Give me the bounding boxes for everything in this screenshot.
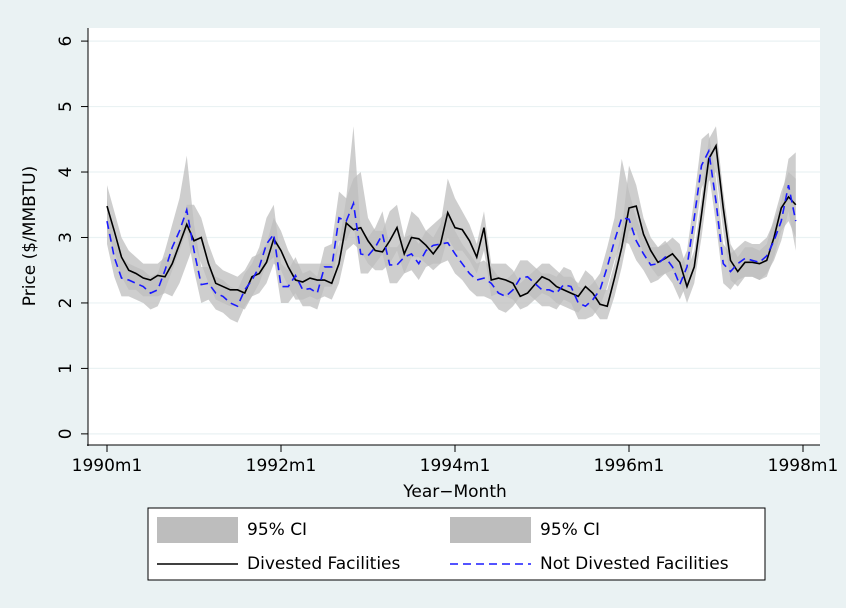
x-tick-label: 1992m1 (246, 456, 317, 476)
axes: 0 1 2 3 4 5 6 1990m1 1992m1 1994m1 1996m1 1998m1 (56, 28, 838, 476)
x-tick-label: 1990m1 (72, 456, 143, 476)
legend-label: Divested Facilities (247, 554, 401, 574)
y-tick-label: 6 (56, 36, 76, 47)
y-tick-label: 2 (56, 298, 76, 309)
legend-label: Not Divested Facilities (540, 554, 729, 574)
y-tick-label: 5 (56, 101, 76, 112)
legend-label: 95% CI (540, 520, 600, 540)
legend-swatch (157, 517, 238, 543)
y-tick-label: 4 (56, 167, 76, 178)
marks (106, 126, 797, 323)
x-tick-label: 1994m1 (420, 456, 491, 476)
grid (88, 40, 820, 435)
legend: 95% CI 95% CI Divested Facilities Not Dives… (157, 517, 729, 574)
y-axis-label: Price ($/MMBTU) (20, 166, 40, 307)
series-line (106, 148, 797, 308)
x-tick-label: 1998m1 (768, 456, 839, 476)
ci-band (107, 126, 796, 323)
legend-swatch (450, 517, 531, 543)
y-tick-label: 3 (56, 232, 76, 243)
x-tick-label: 1996m1 (594, 456, 665, 476)
legend-label: 95% CI (247, 520, 307, 540)
y-tick-label: 0 (56, 428, 76, 439)
series-line (106, 143, 797, 308)
y-tick-label: 1 (56, 363, 76, 374)
x-axis-label: Year−Month (402, 482, 507, 502)
